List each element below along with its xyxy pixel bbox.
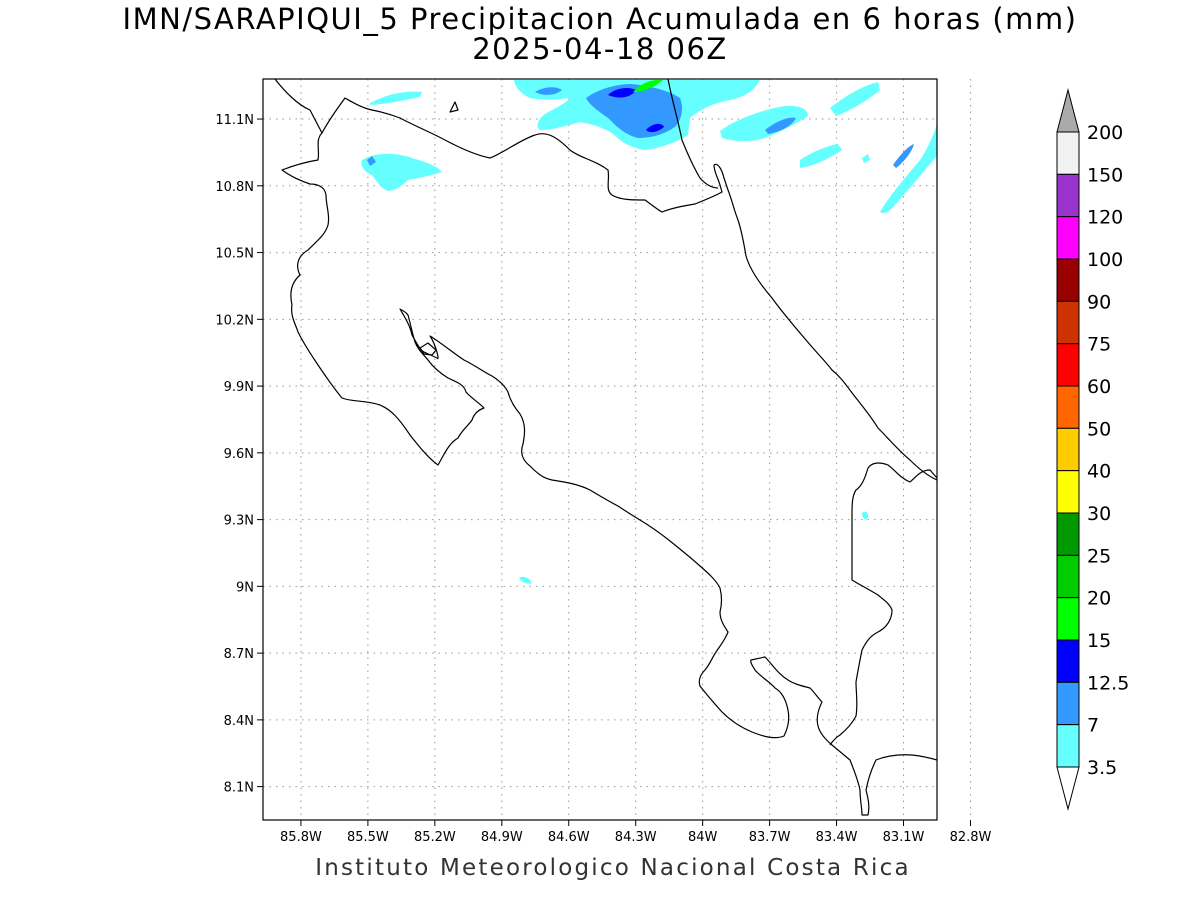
colorbar-swatch [1056,470,1080,514]
lake-outline [419,342,437,356]
colorbar-label: 75 [1087,334,1111,356]
lat-tick-label: 10.8N [215,180,254,195]
colorbar-label: 3.5 [1087,757,1117,779]
precip-area-15mm [633,80,663,92]
precip-area-7mm [535,87,562,95]
lat-tick-label: 10.5N [215,247,254,262]
lon-tick-label: 85.5W [347,830,389,845]
lon-tick-labels: 85.8W 85.5W 85.2W 84.9W 84.6W 84.3W 84W 83.7W 83… [280,820,992,845]
nicaragua-border [321,97,937,481]
colorbar-label: 200 [1087,122,1123,144]
lat-tick-label: 9.3N [224,514,254,529]
lat-tick-label: 8.1N [224,781,254,796]
caribbean-coast-north [667,79,719,189]
lon-tick-label: 84.9W [481,830,523,845]
colorbar-label: 90 [1087,291,1111,313]
colorbar-top-arrow [1056,88,1080,133]
lat-tick-label: 8.7N [224,647,254,662]
grid-lines [263,79,971,820]
colorbar-label: 25 [1087,545,1111,567]
colorbar-swatch [1056,173,1080,218]
precip-field [361,80,937,584]
footer-credit: Instituto Meteorologico Nacional Costa R… [315,855,911,881]
colorbar-label: 150 [1087,164,1123,186]
colorbar-label: 60 [1087,376,1111,398]
colorbar-swatch [1056,639,1080,683]
lon-tick-label: 83.7W [749,830,791,845]
lon-tick-label: 85.8W [280,830,322,845]
precip-area-7mm [367,156,376,166]
pacific-coastline [274,79,937,816]
colorbar-swatch [1056,681,1080,726]
lon-tick-label: 83.4W [816,830,858,845]
lat-tick-label: 8.4N [224,714,254,729]
precip-area-3.5mm [862,154,870,163]
colorbar-swatch [1056,554,1080,599]
precip-area-3.5mm [361,153,442,191]
panama-border [867,462,937,483]
lon-tick-label: 84.6W [548,830,590,845]
lat-tick-label: 10.2N [215,313,254,328]
colorbar-label: 100 [1087,249,1123,271]
colorbar-bottom-arrow [1056,766,1080,811]
lon-tick-label: 82.8W [950,830,992,845]
colorbar-swatch [1056,427,1080,472]
colorbar-swatch [1056,131,1080,175]
colorbar-swatch [1056,258,1080,302]
lon-tick-label: 85.2W [414,830,456,845]
colorbar-label: 7 [1087,715,1099,737]
lat-tick-label: 9N [236,580,254,595]
precip-area-3.5mm [720,105,808,141]
lat-tick-label: 11.1N [215,113,254,128]
chart-subtitle-date: 2025-04-18 06Z [472,32,728,66]
colorbar-label: 15 [1087,630,1111,652]
precip-area-3.5mm [519,576,532,584]
lat-tick-label: 9.9N [224,380,254,395]
precip-area-3.5mm [830,82,880,116]
lon-tick-label: 84.3W [615,830,657,845]
precip-area-3.5mm [370,91,422,105]
colorbar-swatch [1056,216,1080,260]
colorbar-label: 30 [1087,503,1111,525]
precip-area-3.5mm [800,144,842,168]
precip-area-7mm [765,117,796,134]
colorbar-label: 20 [1087,588,1111,610]
colorbar-label: 50 [1087,418,1111,440]
map-frame [262,78,938,821]
colorbar-swatch [1056,724,1080,768]
caribbean-coast-south [829,467,893,746]
colorbar-label: 120 [1087,207,1123,229]
colorbar-label: 40 [1087,461,1111,483]
colorbar-swatch [1056,343,1080,387]
lon-tick-label: 83.1W [883,830,925,845]
small-island [449,101,459,113]
colorbar-legend: 200 150 120 100 90 75 60 50 40 30 25 20 15 12.5 7 3.5 [1056,88,1129,811]
precip-area-12.5mm [646,123,664,133]
precip-area-12.5mm [608,87,636,98]
colorbar-swatch [1056,597,1080,641]
precip-area-3.5mm [862,511,869,520]
coastline-borders [274,79,937,816]
colorbar-swatch [1056,385,1080,429]
colorbar-swatch [1056,512,1080,556]
lat-tick-labels: 11.1N 10.8N 10.5N 10.2N 9.9N 9.6N 9.3N 9N 8.7N 8.… [215,113,263,796]
precip-area-3.5mm [880,124,937,214]
colorbar-swatch [1056,300,1080,345]
lat-tick-label: 9.6N [224,447,254,462]
colorbar-label: 12.5 [1087,672,1129,694]
lon-tick-label: 84W [688,830,718,845]
precip-area-7mm [893,144,914,168]
chart-title: IMN/SARAPIQUI_5 Precipitacion Acumulada … [122,2,1078,36]
